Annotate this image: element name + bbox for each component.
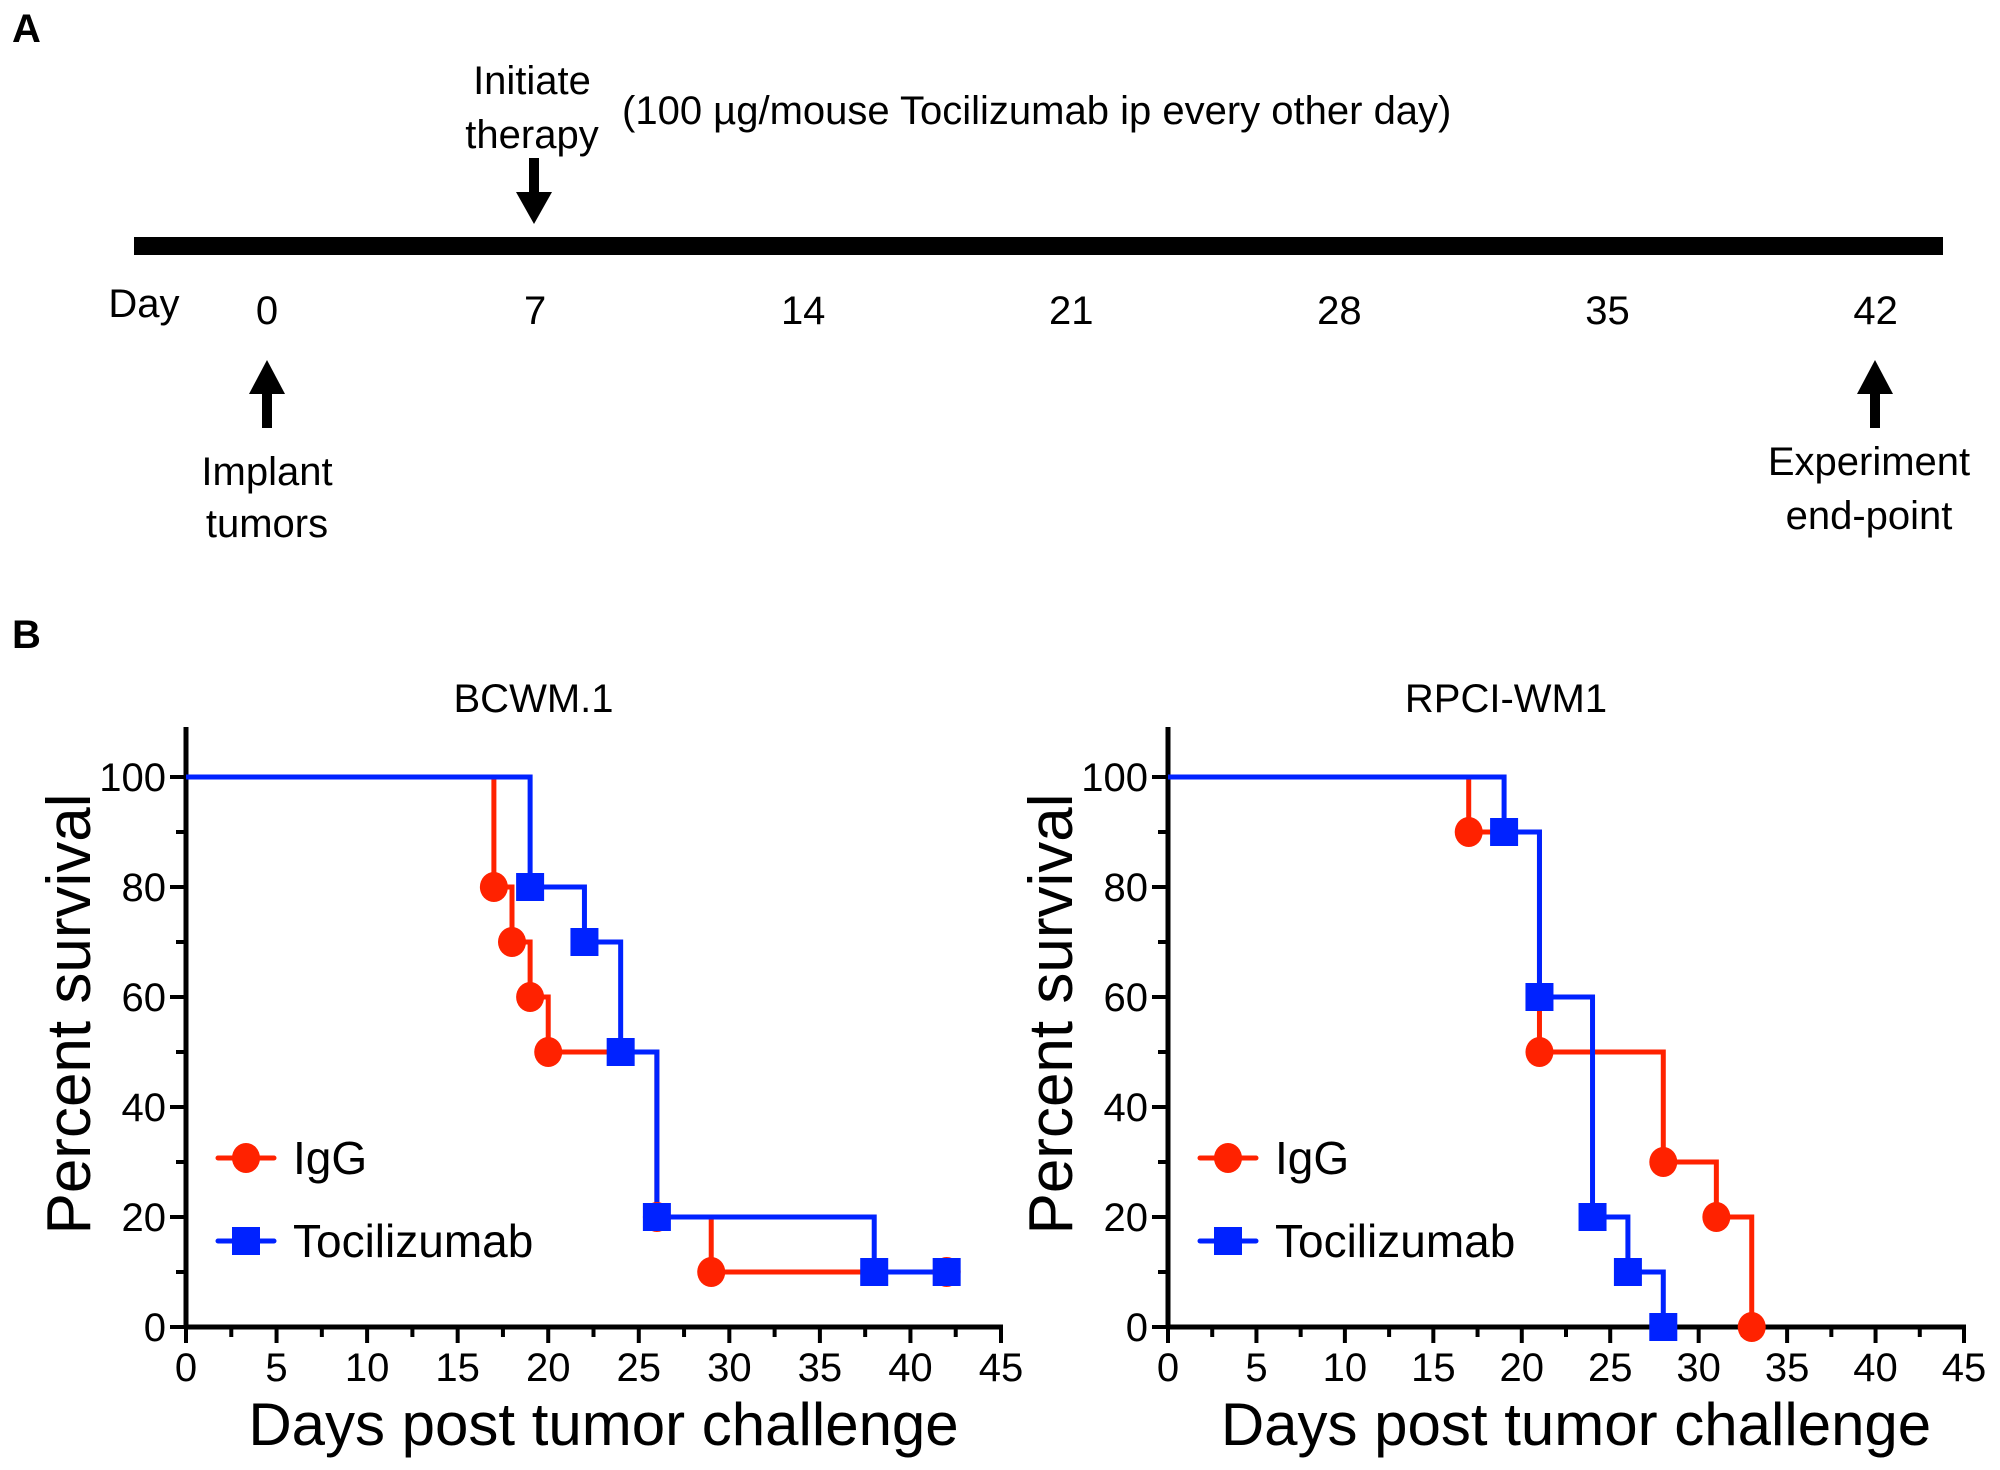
legend-item-tocilizumab: Tocilizumab [1197,1215,1515,1267]
data-point-igg [1702,1202,1731,1232]
implant-label-2: tumors [206,502,328,546]
x-tick-label: 45 [979,1346,1024,1390]
square-marker-icon [232,1227,260,1255]
x-tick-label: 0 [1157,1346,1179,1390]
y-tick-label: 60 [122,976,167,1020]
y-tick-label: 40 [122,1086,167,1130]
data-point-tocilizumab [1578,1203,1607,1231]
x-tick-label: 15 [1411,1346,1456,1390]
therapy-note: (100 µg/mouse Tocilizumab ip every other… [622,89,1451,133]
x-tick-label: 40 [1853,1346,1898,1390]
y-tick-label: 80 [122,866,167,910]
circle-marker-icon [1214,1143,1242,1173]
data-point-igg [534,1037,563,1067]
x-tick-label: 5 [1245,1346,1267,1390]
chart-title: RPCI-WM1 [1405,677,1607,721]
y-tick-label: 80 [1104,866,1149,910]
up-arrow-icon [1857,360,1893,428]
y-tick-label: 20 [122,1196,167,1240]
day-tick-label: 21 [1049,289,1094,333]
legend-item-igg: IgG [215,1132,367,1184]
x-tick-label: 30 [707,1346,752,1390]
day-tick-label: 28 [1317,289,1362,333]
x-tick-label: 40 [888,1346,933,1390]
x-tick-label: 45 [1942,1346,1987,1390]
legend-item-igg: IgG [1197,1132,1349,1184]
legend-label: Tocilizumab [293,1215,533,1267]
data-point-igg [1737,1312,1766,1342]
x-tick-label: 15 [435,1346,480,1390]
y-tick-label: 40 [1104,1086,1149,1130]
data-point-tocilizumab [1490,818,1519,846]
legend-item-tocilizumab: Tocilizumab [215,1215,533,1267]
series-line-tocilizumab [186,774,947,1275]
day-tick-label: 42 [1853,289,1898,333]
survival-chart-1: BCWM.1 0 5 10 15 20 25 30 35 40 45 0 20 40 60 80 100 Days… [35,677,1023,1458]
y-axis-label: Percent survival [1017,793,1086,1234]
data-point-tocilizumab [1525,983,1554,1011]
series-line-igg [186,774,947,1275]
day-label: Day [108,282,179,326]
down-arrow-icon [516,158,552,224]
legend-label: IgG [293,1132,367,1184]
timeline: Day 0 7 14 21 28 35 42 Initiate therapy (100 µ… [108,59,1970,546]
endpoint-label-2: end-point [1786,494,1953,538]
data-point-tocilizumab [606,1038,635,1066]
data-point-igg [516,982,545,1012]
endpoint-label-1: Experiment [1768,440,1970,484]
x-tick-label: 20 [526,1346,571,1390]
data-point-tocilizumab [932,1258,961,1286]
circle-marker-icon [232,1143,260,1173]
x-tick-label: 30 [1676,1346,1721,1390]
x-tick-label: 0 [175,1346,197,1390]
day-tick-label: 35 [1585,289,1630,333]
data-point-igg [1525,1037,1554,1067]
x-tick-label: 5 [265,1346,287,1390]
x-axis-label: Days post tumor challenge [1221,1391,1931,1458]
data-point-igg [1649,1147,1678,1177]
therapy-label-1: Initiate [473,59,591,103]
timeline-bar [134,237,1943,255]
legend-label: IgG [1275,1132,1349,1184]
data-point-igg [498,927,526,957]
therapy-label-2: therapy [465,113,598,157]
y-tick-label: 100 [99,756,166,800]
chart-title: BCWM.1 [454,677,614,721]
x-tick-label: 10 [1323,1346,1368,1390]
data-point-tocilizumab [570,928,599,956]
data-point-igg [1454,817,1483,847]
up-arrow-icon [249,360,285,428]
square-marker-icon [1214,1227,1242,1255]
y-tick-label: 0 [144,1306,166,1350]
day-tick-label: 14 [781,289,826,333]
data-point-tocilizumab [516,873,545,901]
x-tick-label: 35 [1765,1346,1810,1390]
data-point-tocilizumab [1649,1313,1678,1341]
day-tick-label: 7 [524,289,546,333]
data-point-tocilizumab [642,1203,671,1231]
panel-a-label: A [12,7,41,51]
survival-chart-2: RPCI-WM1 0 5 10 15 20 25 30 35 40 45 0 20 40 60 80 100 Da… [1017,677,1986,1458]
data-point-igg [479,872,508,902]
data-point-igg [697,1257,726,1287]
x-tick-label: 25 [1588,1346,1633,1390]
panel-b-label: B [12,613,41,657]
y-tick-label: 0 [1126,1306,1148,1350]
y-tick-label: 20 [1104,1196,1149,1240]
implant-label-1: Implant [201,450,332,494]
x-tick-label: 25 [617,1346,662,1390]
day-tick-label: 0 [256,289,278,333]
y-tick-label: 60 [1104,976,1149,1020]
data-point-tocilizumab [1613,1258,1642,1286]
y-tick-label: 100 [1081,756,1148,800]
y-axis-label: Percent survival [35,793,104,1234]
x-axis-label: Days post tumor challenge [248,1391,958,1458]
x-tick-label: 35 [798,1346,843,1390]
x-tick-label: 20 [1500,1346,1545,1390]
x-tick-label: 10 [345,1346,390,1390]
legend-label: Tocilizumab [1275,1215,1515,1267]
data-point-tocilizumab [860,1258,889,1286]
